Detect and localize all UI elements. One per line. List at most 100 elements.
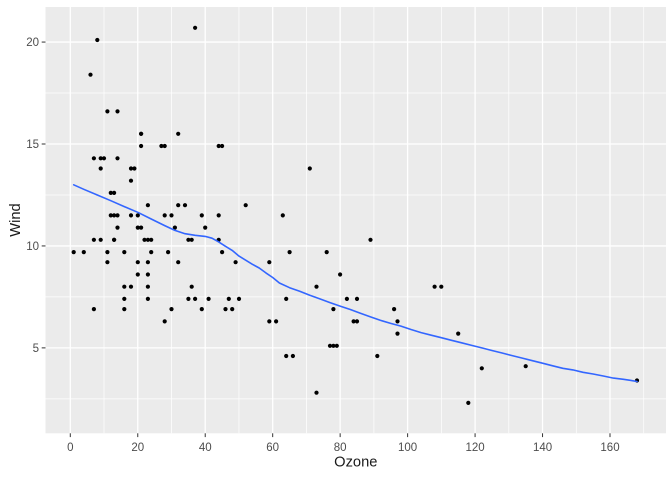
data-point	[466, 400, 471, 405]
data-point	[145, 260, 150, 265]
data-point	[115, 109, 120, 114]
x-tick-label: 60	[266, 442, 279, 454]
data-point	[176, 203, 181, 208]
data-point	[186, 296, 191, 301]
data-point	[284, 296, 289, 301]
data-point	[193, 296, 198, 301]
plot-panel	[45, 7, 666, 434]
y-tick-label: 20	[26, 37, 39, 49]
data-point	[344, 296, 349, 301]
data-point	[139, 225, 144, 230]
data-point	[112, 237, 117, 242]
data-point	[439, 284, 444, 289]
data-point	[139, 143, 144, 149]
data-point	[186, 237, 191, 242]
data-point	[145, 272, 150, 277]
data-point	[128, 166, 134, 171]
data-point	[115, 225, 120, 230]
data-point	[432, 284, 437, 289]
data-point	[128, 213, 134, 218]
data-point	[149, 250, 154, 255]
data-point	[351, 319, 356, 324]
data-point	[145, 296, 150, 301]
data-point	[216, 143, 221, 149]
data-point	[88, 72, 93, 77]
data-point	[203, 225, 208, 230]
data-point	[149, 237, 154, 242]
data-point	[91, 156, 96, 161]
data-point	[395, 331, 400, 336]
data-point	[115, 156, 120, 161]
x-tick-label: 120	[465, 442, 484, 454]
data-point	[456, 331, 461, 336]
y-tick-label: 15	[26, 139, 39, 151]
data-point	[145, 237, 150, 242]
data-point	[135, 225, 140, 230]
data-point	[338, 272, 343, 277]
data-point	[368, 237, 373, 242]
data-point	[189, 237, 194, 242]
y-tick-label: 5	[33, 343, 39, 355]
plot-layers: 0 20 40 60 80 100 120 140 160 5 10 15 20	[26, 7, 666, 454]
x-tick-label: 40	[199, 442, 212, 454]
data-point	[314, 284, 319, 289]
data-point	[105, 260, 110, 265]
data-point	[479, 366, 484, 371]
data-point	[354, 319, 360, 324]
data-point	[142, 237, 147, 242]
x-tick-label: 20	[131, 442, 144, 454]
data-point	[98, 156, 103, 161]
y-tick-label: 10	[26, 241, 39, 253]
x-tick-label: 80	[334, 442, 347, 454]
data-point	[112, 190, 117, 195]
data-point	[162, 319, 167, 324]
data-point	[122, 307, 127, 312]
data-point	[220, 250, 225, 255]
data-point	[166, 250, 171, 255]
data-point	[122, 296, 127, 301]
data-point	[189, 284, 194, 289]
x-tick-label: 0	[67, 442, 73, 454]
y-axis-title: Wind	[8, 203, 24, 236]
data-point	[108, 213, 113, 218]
data-point	[101, 156, 107, 161]
data-point	[172, 225, 177, 230]
x-axis-title: Ozone	[334, 455, 377, 471]
data-point	[98, 237, 103, 242]
x-tick-label: 140	[533, 442, 552, 454]
data-point	[233, 260, 238, 265]
data-point	[176, 260, 181, 265]
data-point	[226, 296, 231, 301]
data-point	[91, 307, 96, 312]
data-point	[135, 213, 140, 218]
data-point	[314, 390, 319, 395]
data-point	[98, 166, 103, 171]
x-tick-label: 100	[398, 442, 417, 454]
data-point	[243, 203, 248, 208]
data-point	[128, 284, 134, 289]
data-point	[331, 343, 336, 348]
data-point	[71, 250, 76, 255]
data-point	[230, 307, 235, 312]
data-point	[91, 237, 96, 242]
data-point	[122, 250, 127, 255]
data-point	[108, 190, 113, 195]
data-point	[523, 364, 528, 369]
data-point	[206, 296, 211, 301]
data-point	[162, 213, 167, 218]
data-point	[354, 296, 360, 301]
data-point	[135, 260, 140, 265]
data-point	[115, 213, 120, 218]
data-point	[223, 307, 228, 312]
loess-smooth-line	[72, 184, 638, 383]
data-point	[122, 284, 127, 289]
data-point	[290, 353, 295, 359]
data-point	[135, 272, 140, 277]
x-tick-label: 160	[600, 442, 619, 454]
data-point	[145, 203, 150, 208]
data-point	[95, 37, 100, 43]
data-point	[128, 178, 134, 183]
data-point	[287, 250, 292, 255]
